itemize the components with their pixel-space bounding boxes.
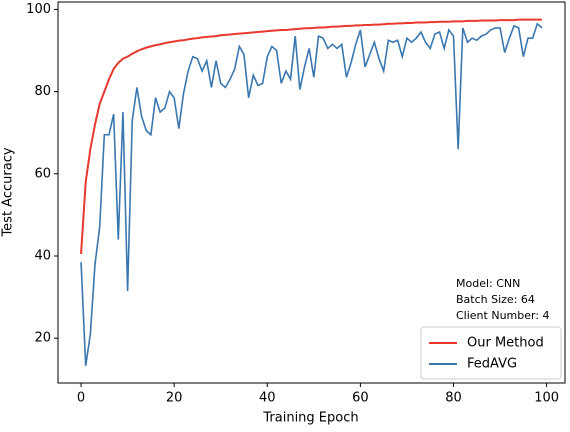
x-tick-label: 80 — [445, 391, 462, 406]
x-axis-label: Training Epoch — [262, 411, 358, 426]
y-axis-label: Test Accuracy — [1, 147, 16, 237]
x-tick-label: 20 — [166, 391, 183, 406]
y-tick-label: 40 — [34, 249, 51, 264]
annotation: Batch Size: 64 — [456, 293, 535, 306]
x-tick-label: 60 — [352, 391, 369, 406]
x-tick-label: 40 — [259, 391, 276, 406]
legend-box — [420, 326, 562, 380]
x-tick-label: 0 — [77, 391, 85, 406]
plot-frame — [57, 1, 566, 384]
line-series — [80, 22, 543, 366]
y-tick-label: 80 — [34, 84, 51, 99]
line-series — [80, 18, 542, 255]
legend-label: FedAVG — [467, 357, 517, 372]
annotation: Client Number: 4 — [456, 309, 550, 322]
annotation: Model: CNN — [456, 277, 520, 290]
y-tick-label: 60 — [34, 166, 51, 181]
y-tick-label: 100 — [26, 2, 51, 17]
y-tick-label: 20 — [34, 331, 51, 346]
legend-label: Our Method — [467, 336, 544, 351]
x-tick-label: 100 — [534, 391, 559, 406]
